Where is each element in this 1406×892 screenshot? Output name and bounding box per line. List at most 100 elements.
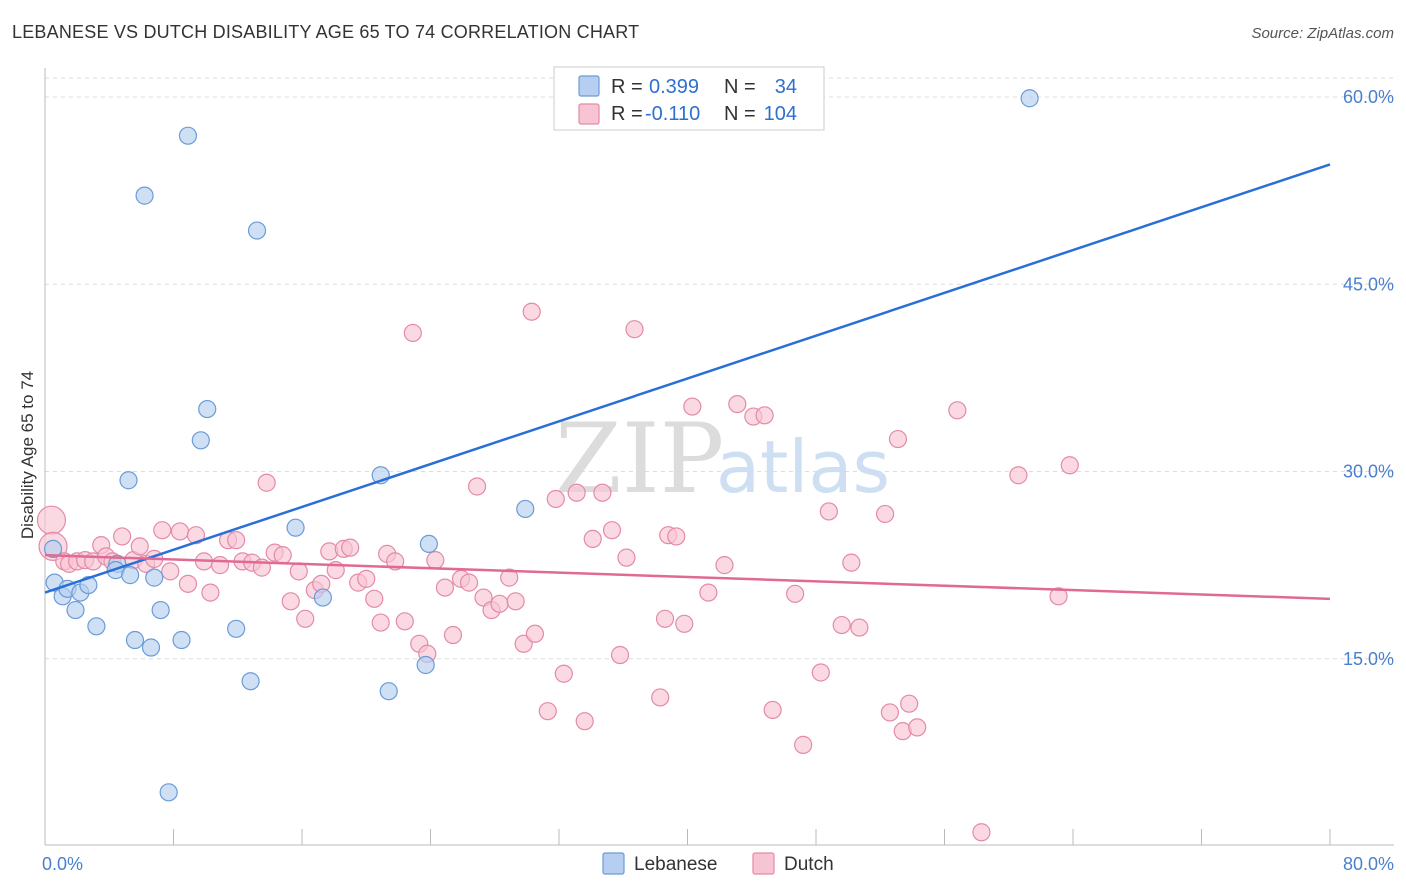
stats-legend: R = 0.399 N = 34 R = -0.110 N = 104: [553, 66, 825, 131]
lebanese-point: [159, 783, 178, 802]
dutch-point: [459, 573, 479, 592]
dutch-point: [811, 663, 830, 682]
dutch-point: [403, 323, 422, 343]
dutch-point: [522, 302, 541, 321]
lebanese-point: [121, 566, 140, 585]
dutch-point: [289, 562, 308, 581]
dutch-point: [832, 615, 851, 635]
dutch-point: [435, 578, 455, 597]
dutch-point: [357, 569, 376, 588]
lebanese-point: [227, 619, 246, 638]
dutch-point: [617, 548, 636, 567]
dutch-point: [728, 394, 747, 414]
lebanese-point: [135, 186, 154, 205]
y-tick-label-60: 60.0%: [1343, 87, 1394, 107]
dutch-point: [443, 625, 463, 645]
dutch-point: [426, 551, 445, 570]
dutch-point: [490, 594, 509, 613]
dutch-point: [786, 584, 805, 603]
dutch-point: [170, 522, 190, 541]
dutch-point: [675, 614, 694, 633]
dutch-point: [794, 735, 813, 754]
dutch-point: [546, 489, 565, 509]
dutch-point: [365, 589, 384, 608]
lebanese-trend-line: [44, 163, 1331, 594]
dutch-point: [525, 624, 545, 643]
dutch-point: [341, 538, 360, 557]
lebanese-point: [286, 518, 305, 537]
lebanese-point: [1020, 89, 1039, 108]
dutch-point: [908, 718, 927, 737]
x-tick-label-min: 0.0%: [42, 854, 83, 874]
dutch-point: [683, 397, 702, 416]
dutch-point: [575, 712, 594, 731]
y-tick-labels: 15.0% 30.0% 45.0% 60.0%: [1343, 87, 1394, 669]
dutch-point: [36, 505, 67, 535]
y-tick-label-30: 30.0%: [1343, 462, 1394, 482]
lebanese-point: [125, 630, 145, 650]
lebanese-point: [119, 471, 138, 490]
dutch-point: [554, 664, 573, 683]
lebanese-point: [151, 600, 170, 620]
dutch-point: [395, 612, 414, 631]
series-legend-swatch-dutch: [752, 852, 775, 875]
x-tick-label-max: 80.0%: [1343, 854, 1394, 874]
dutch-point: [610, 645, 630, 665]
lebanese-point: [87, 617, 106, 636]
dutch-point: [850, 618, 869, 637]
dutch-point: [667, 527, 686, 546]
dutch-point: [467, 477, 487, 496]
dutch-point: [625, 320, 644, 339]
dutch-point: [371, 613, 390, 632]
y-tick-label-15: 15.0%: [1343, 649, 1394, 669]
lebanese-point: [241, 672, 260, 691]
chart-source: Source: ZipAtlas.com: [1251, 25, 1394, 42]
lebanese-point: [419, 534, 438, 554]
dutch-point: [888, 429, 908, 449]
series-legend-swatch-lebanese: [602, 852, 625, 875]
legend-n-value-lebanese: 34: [775, 76, 797, 98]
dutch-point: [583, 529, 602, 549]
lebanese-point: [247, 221, 267, 240]
dutch-point: [900, 694, 919, 713]
dutch-point: [602, 521, 622, 540]
dutch-point: [296, 609, 315, 628]
dutch-point: [538, 702, 557, 721]
dutch-point: [948, 401, 967, 420]
dutch-point: [651, 688, 670, 707]
dutch-point: [201, 583, 220, 602]
legend-r-label-lebanese: R =: [611, 76, 643, 98]
dutch-point: [842, 553, 861, 572]
watermark-atlas: atlas: [716, 425, 890, 509]
lebanese-point: [416, 655, 435, 675]
lebanese-point: [145, 568, 164, 587]
dutch-point: [153, 521, 172, 540]
dutch-point: [500, 568, 519, 587]
dutch-point: [1009, 466, 1028, 485]
lebanese-series: [43, 89, 1039, 802]
dutch-point: [763, 700, 782, 720]
dutch-point: [755, 406, 774, 425]
dutch-point: [386, 552, 405, 571]
lebanese-point: [516, 499, 535, 519]
legend-n-label-lebanese: N =: [724, 76, 756, 98]
dutch-point: [1049, 587, 1068, 606]
series-legend-label-dutch: Dutch: [784, 854, 834, 875]
y-tick-label-45: 45.0%: [1343, 274, 1394, 294]
dutch-point: [273, 546, 292, 565]
dutch-point: [972, 823, 991, 842]
lebanese-point: [66, 600, 85, 620]
dutch-point: [178, 574, 198, 593]
legend-swatch-lebanese: [578, 75, 600, 97]
legend-r-value-dutch: -0.110: [645, 103, 700, 125]
dutch-point: [281, 592, 300, 611]
chart-title: LEBANESE VS DUTCH DISABILITY AGE 65 TO 7…: [12, 22, 639, 42]
dutch-point: [112, 527, 132, 546]
dutch-point: [186, 526, 206, 545]
dutch-point: [161, 562, 180, 581]
dutch-point: [699, 583, 718, 602]
legend-r-label-dutch: R =: [611, 103, 643, 125]
dutch-point: [227, 531, 246, 550]
dutch-point: [130, 537, 149, 556]
